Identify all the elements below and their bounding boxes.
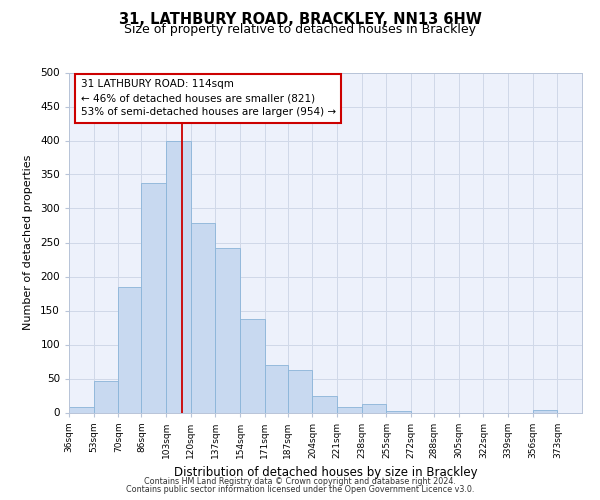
Bar: [337, 407, 362, 412]
Bar: [69, 407, 94, 412]
Bar: [533, 410, 557, 412]
Bar: [166, 140, 191, 412]
Bar: [118, 286, 142, 412]
Bar: [265, 365, 288, 412]
X-axis label: Distribution of detached houses by size in Brackley: Distribution of detached houses by size …: [173, 466, 478, 479]
Bar: [288, 370, 313, 412]
Y-axis label: Number of detached properties: Number of detached properties: [23, 155, 33, 330]
Bar: [313, 396, 337, 412]
Text: Contains public sector information licensed under the Open Government Licence v3: Contains public sector information licen…: [126, 485, 474, 494]
Bar: [362, 404, 386, 412]
Bar: [240, 320, 265, 412]
Bar: [386, 411, 411, 412]
Text: 31 LATHBURY ROAD: 114sqm
← 46% of detached houses are smaller (821)
53% of semi-: 31 LATHBURY ROAD: 114sqm ← 46% of detach…: [80, 80, 336, 118]
Bar: [191, 224, 215, 412]
Text: Contains HM Land Registry data © Crown copyright and database right 2024.: Contains HM Land Registry data © Crown c…: [144, 477, 456, 486]
Text: Size of property relative to detached houses in Brackley: Size of property relative to detached ho…: [124, 22, 476, 36]
Bar: [142, 182, 166, 412]
Bar: [94, 381, 118, 412]
Bar: [215, 248, 240, 412]
Text: 31, LATHBURY ROAD, BRACKLEY, NN13 6HW: 31, LATHBURY ROAD, BRACKLEY, NN13 6HW: [119, 12, 481, 28]
